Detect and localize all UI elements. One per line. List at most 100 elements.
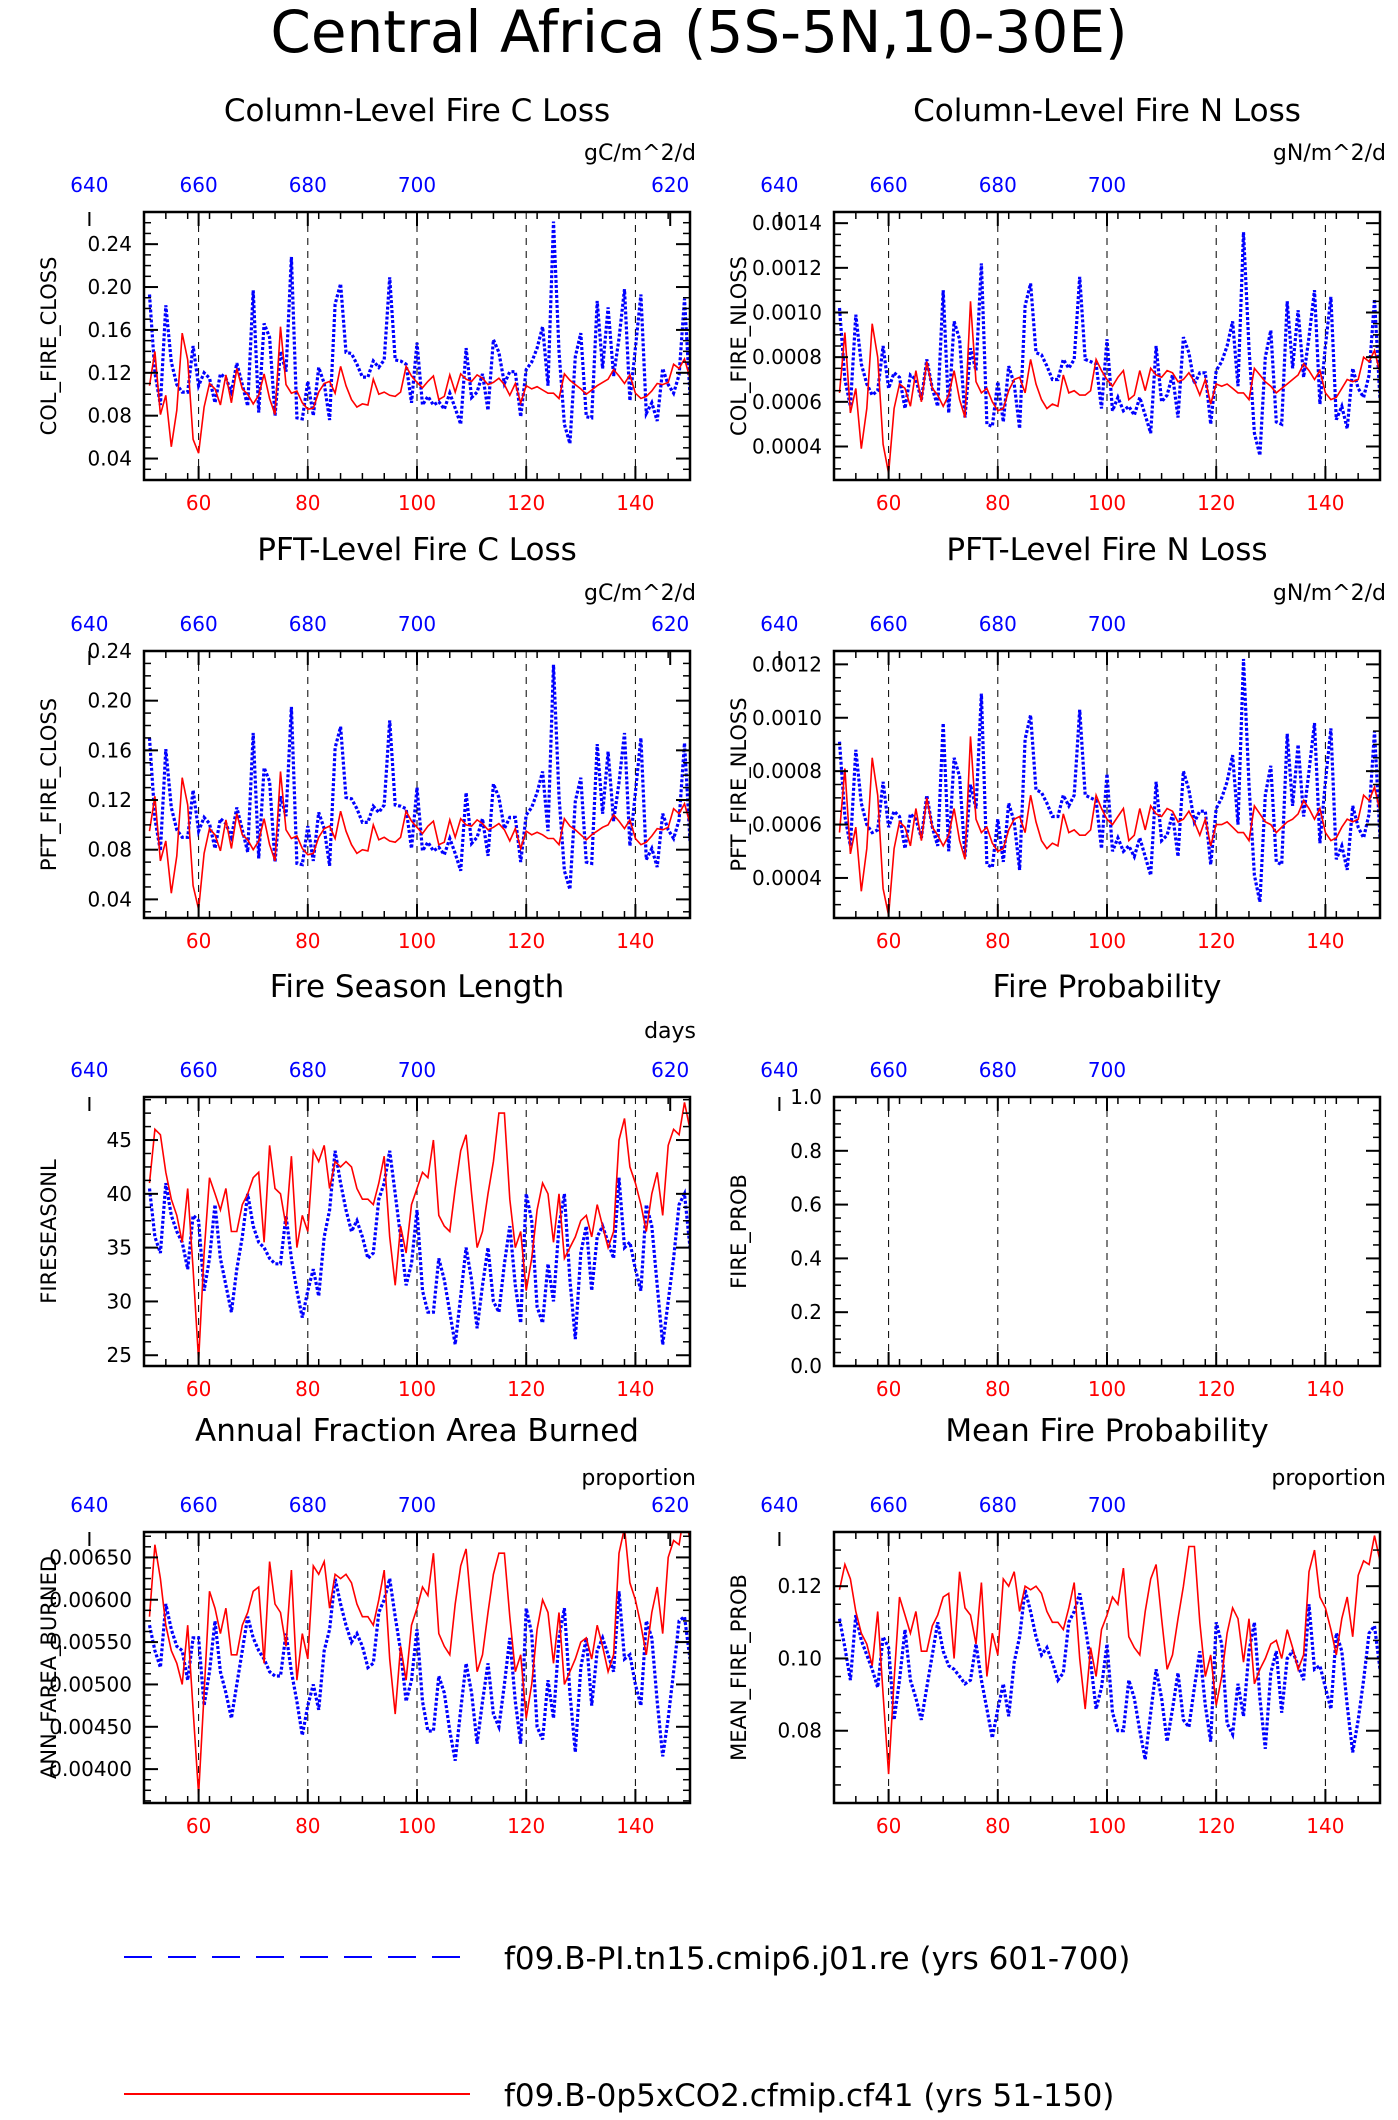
x-tick-label-top: 640 (760, 173, 798, 197)
units-label: gN/m^2/d (1273, 141, 1386, 166)
legend-label: f09.B-PI.tn15.cmip6.j01.re (yrs 601-700) (504, 1941, 1130, 1977)
y-tick-label: 0.0012 (752, 256, 822, 280)
units-label: proportion (1271, 1466, 1386, 1491)
x-tick-label-top: 700 (1088, 173, 1126, 197)
x-tick-label-bottom: 100 (1088, 1814, 1126, 1838)
y-tick-label: 0.08 (87, 404, 132, 428)
y-tick-label: 35 (107, 1236, 132, 1260)
y-tick-label: 0.10 (777, 1646, 822, 1670)
x-tick-label-bottom: 120 (1197, 491, 1235, 515)
x-tick-label-top: 700 (1088, 1493, 1126, 1517)
x-tick-label-bottom: 100 (398, 1377, 436, 1401)
x-tick-label-top: 640 (760, 1058, 798, 1082)
y-tick-label: 0.2 (790, 1300, 822, 1324)
y-axis-label: MEAN_FIRE_PROB (727, 1574, 752, 1761)
panel-title: Column-Level Fire N Loss (913, 93, 1301, 129)
y-tick-label: 0.0006 (752, 390, 822, 414)
x-tick-label-bottom: 120 (507, 929, 545, 953)
x-tick-label-top: 620 (651, 612, 689, 636)
x-tick-label-bottom: 80 (985, 491, 1010, 515)
y-tick-label: 0.20 (87, 275, 132, 299)
panel-title: Fire Season Length (270, 969, 564, 1005)
y-tick-label: 0.0010 (752, 706, 822, 730)
x-tick-label-top: 680 (289, 1493, 327, 1517)
x-tick-label-top: 680 (979, 173, 1017, 197)
y-tick-label: 0.16 (87, 318, 132, 342)
series-line-blue (147, 664, 690, 890)
series-line-blue (147, 1150, 690, 1345)
panel-title: Column-Level Fire C Loss (224, 93, 610, 129)
y-tick-label: 0.12 (87, 361, 132, 385)
x-tick-label-top: 680 (289, 173, 327, 197)
x-tick-label-top: 660 (870, 173, 908, 197)
y-axis-label: COL_FIRE_CLOSS (37, 257, 62, 436)
y-tick-label: 0.12 (87, 788, 132, 812)
x-tick-label-bottom: 140 (1306, 1377, 1344, 1401)
y-axis-label: COL_FIRE_NLOSS (727, 256, 752, 436)
y-axis-label: FIRE_PROB (727, 1174, 752, 1289)
x-tick-label-top: 640 (70, 173, 108, 197)
y-tick-label: 40 (107, 1182, 132, 1206)
x-tick-label-top: 640 (70, 612, 108, 636)
x-tick-label-top: 700 (1088, 1058, 1126, 1082)
x-tick-label-bottom: 60 (186, 1377, 211, 1401)
x-tick-label-top: 660 (870, 1493, 908, 1517)
series-line-blue (147, 221, 690, 445)
units-label: proportion (581, 1466, 696, 1491)
x-tick-label-bottom: 60 (876, 1377, 901, 1401)
panel-title: PFT-Level Fire C Loss (257, 532, 577, 568)
x-tick-label-top: 640 (760, 612, 798, 636)
series-line-red (148, 771, 690, 910)
y-tick-label: 0.04 (87, 447, 132, 471)
x-tick-label-bottom: 80 (295, 929, 320, 953)
y-tick-label: 0.00450 (49, 1715, 132, 1739)
y-tick-label: 0.6 (790, 1193, 822, 1217)
y-tick-label: 0.00500 (49, 1672, 132, 1696)
x-tick-label-bottom: 80 (295, 1377, 320, 1401)
y-tick-label: 0.24 (87, 232, 132, 256)
panel-title: Annual Fraction Area Burned (195, 1413, 639, 1449)
y-tick-label: 25 (107, 1343, 132, 1367)
x-tick-label-top: 640 (70, 1493, 108, 1517)
chart-panel: Column-Level Fire C Loss gC/m^2/d COL_FIRE… (37, 93, 696, 515)
chart-panels: Column-Level Fire C Loss gC/m^2/d COL_FIRE… (37, 93, 1386, 1838)
y-tick-label: 0.8 (790, 1139, 822, 1163)
x-tick-label-bottom: 120 (1197, 1377, 1235, 1401)
x-tick-label-top: 640 (760, 1493, 798, 1517)
units-label: days (644, 1019, 696, 1044)
x-tick-label-bottom: 60 (186, 1814, 211, 1838)
chart-panel: PFT-Level Fire C Loss gC/m^2/d PFT_FIRE_CL… (37, 532, 696, 953)
y-tick-label: 0.08 (87, 838, 132, 862)
y-tick-label: 0.0010 (752, 301, 822, 325)
x-tick-label-top: 700 (398, 612, 436, 636)
x-tick-label-bottom: 140 (616, 1377, 654, 1401)
y-tick-label: 0.0014 (752, 211, 822, 235)
series-line-blue (837, 232, 1380, 456)
x-tick-label-top: 680 (979, 1493, 1017, 1517)
y-tick-label: 0.0006 (752, 813, 822, 837)
y-tick-label: 0.00600 (49, 1588, 132, 1612)
x-tick-label-top: 660 (870, 612, 908, 636)
chart-panel: Fire Probability FIRE_PROB 60 80 100 120 140 62… (651, 969, 1382, 1401)
x-tick-label-top: 660 (180, 1058, 218, 1082)
y-tick-label: 0.00400 (49, 1757, 132, 1781)
x-tick-label-bottom: 120 (507, 491, 545, 515)
x-tick-label-top: 620 (651, 1058, 689, 1082)
x-tick-label-top: 700 (398, 1493, 436, 1517)
y-tick-label: 0.00650 (49, 1545, 132, 1569)
x-tick-label-bottom: 120 (507, 1377, 545, 1401)
y-tick-label: 0.0 (790, 1354, 822, 1378)
x-tick-label-bottom: 100 (1088, 929, 1126, 953)
units-label: gC/m^2/d (584, 141, 696, 166)
panel-title: Mean Fire Probability (945, 1413, 1268, 1449)
y-tick-label: 30 (107, 1289, 132, 1313)
panel-title: Fire Probability (992, 969, 1221, 1005)
series-line-blue (837, 658, 1380, 903)
y-tick-label: 0.0012 (752, 652, 822, 676)
x-tick-label-top: 620 (651, 1493, 689, 1517)
y-tick-label: 0.08 (777, 1719, 822, 1743)
y-tick-label: 0.0008 (752, 345, 822, 369)
series-line-red (148, 1102, 690, 1361)
y-axis-label: FIRESEASONL (37, 1159, 61, 1304)
